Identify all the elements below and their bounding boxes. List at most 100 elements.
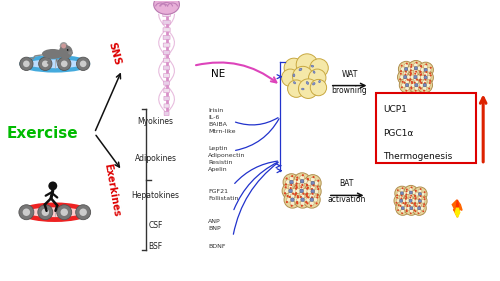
Circle shape bbox=[296, 186, 298, 188]
Circle shape bbox=[290, 187, 292, 189]
Circle shape bbox=[410, 207, 413, 210]
FancyBboxPatch shape bbox=[164, 104, 169, 108]
Circle shape bbox=[414, 90, 416, 92]
Circle shape bbox=[38, 57, 52, 71]
Text: BDNF: BDNF bbox=[208, 244, 226, 249]
Circle shape bbox=[398, 204, 400, 206]
Circle shape bbox=[317, 188, 320, 190]
Circle shape bbox=[296, 195, 299, 197]
Circle shape bbox=[418, 86, 420, 88]
Circle shape bbox=[410, 74, 412, 76]
Circle shape bbox=[410, 71, 412, 73]
Circle shape bbox=[396, 202, 398, 204]
Circle shape bbox=[414, 63, 418, 67]
Circle shape bbox=[304, 179, 308, 183]
Circle shape bbox=[418, 192, 422, 196]
Circle shape bbox=[418, 189, 422, 193]
Circle shape bbox=[426, 71, 428, 73]
Circle shape bbox=[420, 81, 422, 83]
Circle shape bbox=[420, 83, 424, 87]
Circle shape bbox=[414, 198, 416, 200]
Text: Irisin
IL-6
BAIBA
Mtrn-like: Irisin IL-6 BAIBA Mtrn-like bbox=[208, 108, 236, 134]
Circle shape bbox=[423, 205, 425, 207]
Circle shape bbox=[76, 205, 90, 220]
Circle shape bbox=[422, 210, 424, 212]
Ellipse shape bbox=[42, 49, 64, 59]
Circle shape bbox=[410, 78, 412, 80]
Circle shape bbox=[311, 181, 314, 185]
Circle shape bbox=[405, 198, 407, 200]
Circle shape bbox=[424, 191, 426, 193]
Circle shape bbox=[424, 72, 428, 76]
Circle shape bbox=[296, 197, 302, 202]
Circle shape bbox=[317, 180, 320, 182]
Circle shape bbox=[409, 187, 413, 192]
Circle shape bbox=[290, 194, 295, 199]
Circle shape bbox=[60, 209, 68, 216]
Circle shape bbox=[404, 81, 406, 84]
Circle shape bbox=[400, 199, 402, 202]
Circle shape bbox=[294, 173, 310, 190]
Circle shape bbox=[420, 75, 424, 80]
Circle shape bbox=[296, 176, 298, 179]
Ellipse shape bbox=[68, 51, 73, 55]
Text: Adipokines: Adipokines bbox=[134, 154, 176, 163]
Circle shape bbox=[286, 180, 290, 185]
Circle shape bbox=[38, 205, 53, 220]
Circle shape bbox=[42, 60, 48, 67]
Circle shape bbox=[296, 54, 318, 76]
Circle shape bbox=[418, 198, 420, 200]
Circle shape bbox=[411, 82, 413, 84]
Circle shape bbox=[409, 205, 411, 207]
Circle shape bbox=[405, 196, 407, 197]
Circle shape bbox=[300, 179, 304, 183]
Circle shape bbox=[422, 80, 427, 84]
Circle shape bbox=[306, 184, 308, 186]
Circle shape bbox=[419, 80, 421, 81]
FancyBboxPatch shape bbox=[163, 20, 170, 24]
Circle shape bbox=[313, 197, 318, 202]
Text: FGF21
Follistatin: FGF21 Follistatin bbox=[208, 189, 238, 201]
Circle shape bbox=[418, 195, 422, 199]
Circle shape bbox=[416, 79, 418, 81]
Circle shape bbox=[423, 83, 426, 87]
Circle shape bbox=[424, 74, 426, 76]
Circle shape bbox=[405, 202, 406, 204]
Circle shape bbox=[58, 45, 72, 59]
Circle shape bbox=[420, 68, 424, 72]
Circle shape bbox=[410, 187, 412, 188]
Circle shape bbox=[412, 201, 426, 215]
Circle shape bbox=[307, 187, 309, 189]
Circle shape bbox=[410, 203, 414, 207]
Circle shape bbox=[400, 198, 402, 199]
Circle shape bbox=[404, 206, 407, 210]
Text: ANP
BNP: ANP BNP bbox=[208, 219, 221, 231]
Circle shape bbox=[293, 183, 310, 199]
Ellipse shape bbox=[318, 80, 320, 83]
Circle shape bbox=[310, 80, 326, 96]
Circle shape bbox=[288, 185, 293, 190]
Circle shape bbox=[408, 69, 423, 85]
Text: Exercise: Exercise bbox=[7, 126, 78, 140]
Circle shape bbox=[23, 60, 30, 67]
Circle shape bbox=[406, 194, 407, 196]
Circle shape bbox=[414, 72, 418, 76]
Circle shape bbox=[311, 190, 314, 193]
Circle shape bbox=[310, 201, 314, 206]
Circle shape bbox=[405, 86, 409, 90]
Circle shape bbox=[410, 66, 415, 70]
Circle shape bbox=[284, 189, 290, 193]
Circle shape bbox=[286, 197, 292, 202]
Circle shape bbox=[402, 202, 404, 204]
Circle shape bbox=[420, 87, 422, 90]
Circle shape bbox=[306, 184, 308, 187]
Circle shape bbox=[400, 73, 402, 75]
Text: BSF: BSF bbox=[148, 242, 163, 251]
Circle shape bbox=[408, 80, 410, 81]
Circle shape bbox=[426, 68, 431, 72]
Circle shape bbox=[295, 192, 297, 194]
Circle shape bbox=[412, 199, 416, 203]
Circle shape bbox=[406, 204, 408, 206]
Circle shape bbox=[414, 69, 418, 74]
Circle shape bbox=[286, 201, 288, 203]
